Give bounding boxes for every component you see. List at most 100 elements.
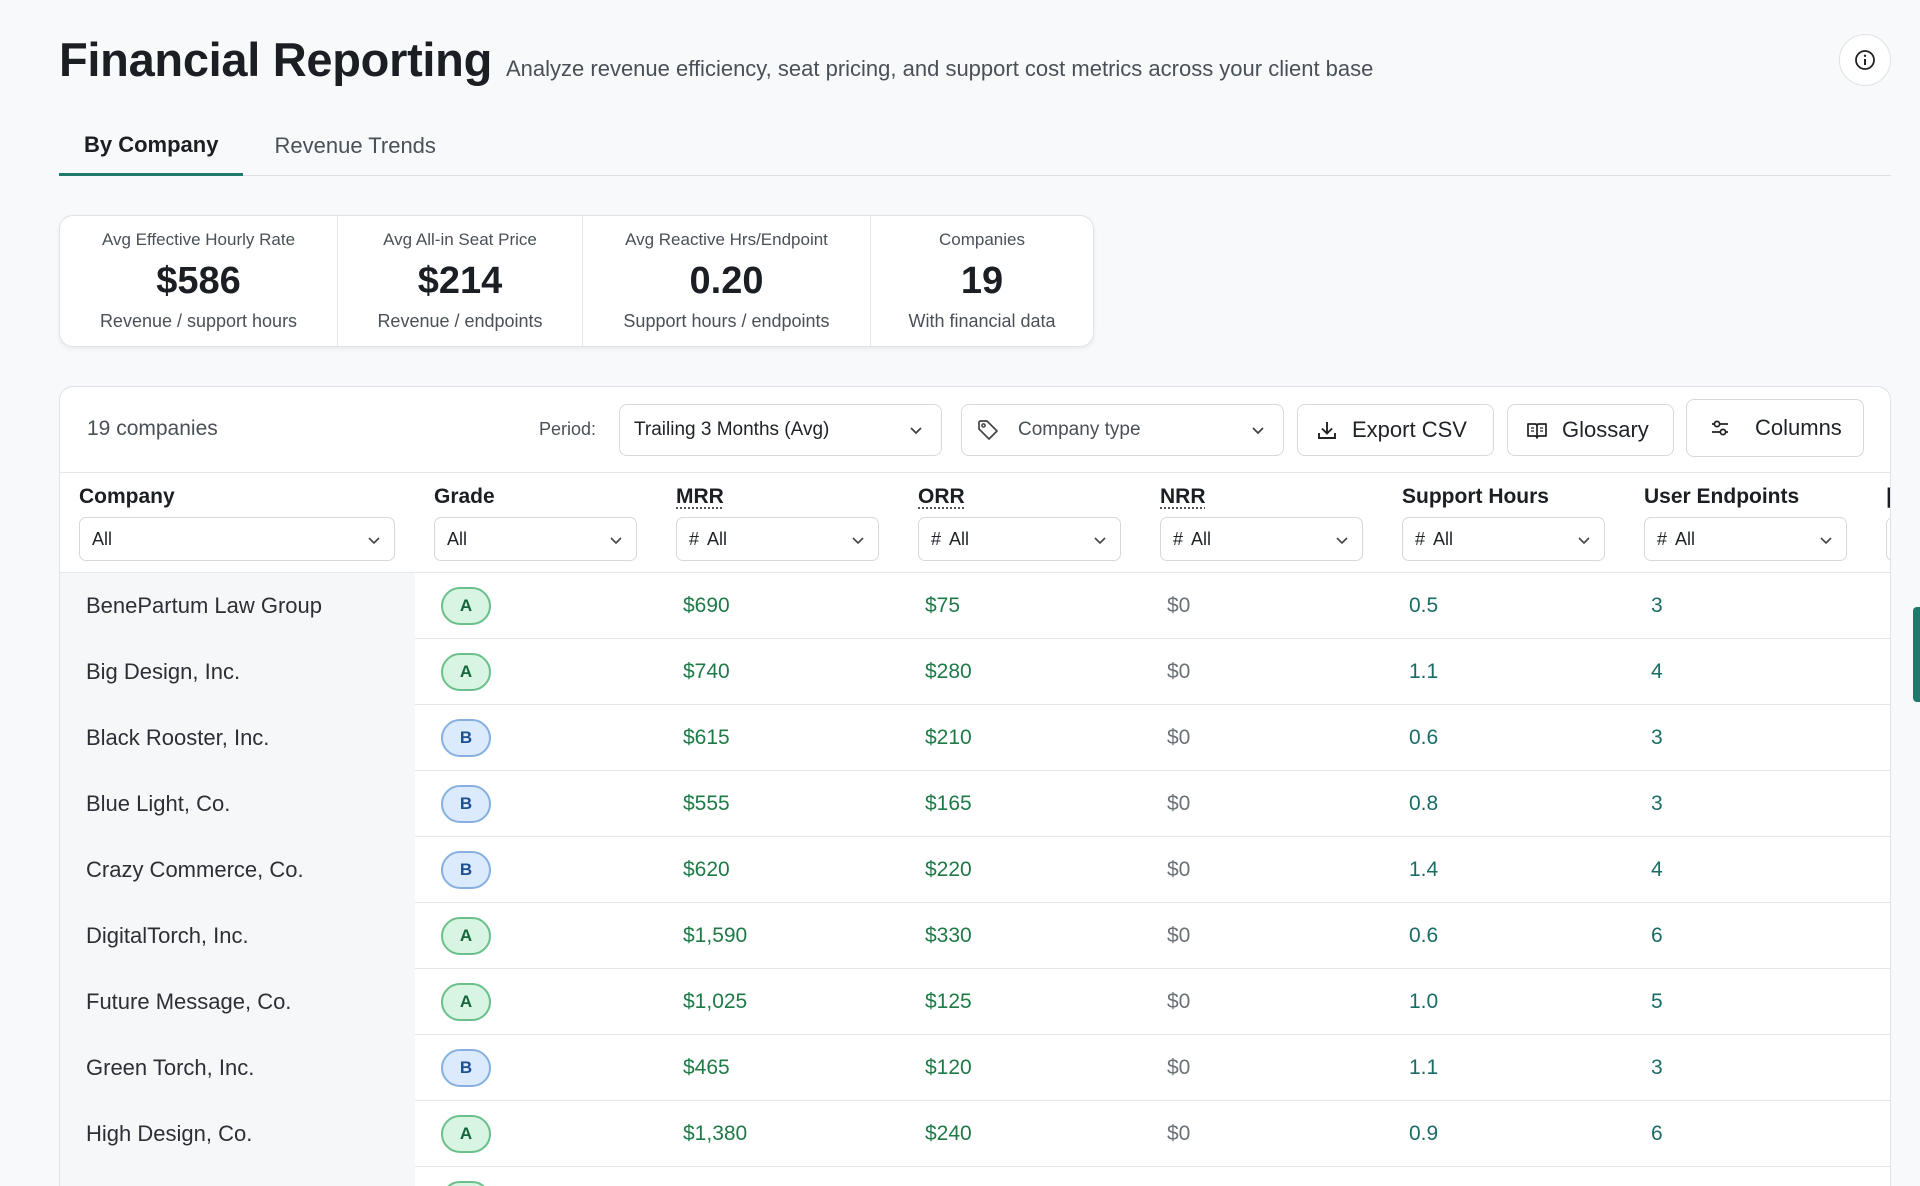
company-name[interactable]: Green Torch, Inc. <box>60 1035 415 1101</box>
stat-label: Avg All-in Seat Price <box>383 230 537 249</box>
stat-label: Avg Reactive Hrs/Endpoint <box>625 230 828 249</box>
info-button[interactable] <box>1839 34 1891 86</box>
hash-icon: # <box>1657 528 1668 549</box>
column-name-cut: | <box>1886 485 1890 511</box>
company-type-select[interactable]: Company type <box>961 404 1284 456</box>
hash-icon: # <box>689 528 700 549</box>
grade-badge: B <box>441 719 491 757</box>
grade-badge: A <box>441 587 491 625</box>
user-endpoints-cell: 4 <box>1651 858 1663 881</box>
user-endpoints-filter[interactable]: # All <box>1644 517 1847 561</box>
stat-sub: Revenue / endpoints <box>377 311 543 331</box>
column-name[interactable]: MRR <box>676 485 724 508</box>
column-header-support-hours: Support Hours # All <box>1402 485 1605 561</box>
grade-cell: B <box>441 837 491 903</box>
column-name[interactable]: NRR <box>1160 485 1206 508</box>
table-row[interactable]: Blue Light, Co. B $555 $165 $0 0.8 3 <box>60 771 1890 837</box>
filter-value: All <box>1675 528 1696 549</box>
export-csv-button[interactable]: Export CSV <box>1297 404 1494 456</box>
mrr-cell: $740 <box>683 660 730 683</box>
company-name[interactable]: Future Message, Co. <box>60 969 415 1035</box>
company-name[interactable]: Blue Light, Co. <box>60 771 415 837</box>
tab-bar: By Company Revenue Trends <box>59 116 1891 176</box>
column-header-overflow: | <box>1886 485 1890 561</box>
period-select-value: Trailing 3 Months (Avg) <box>634 419 830 440</box>
stat-hourly-rate: Avg Effective Hourly Rate $586 Revenue /… <box>60 216 338 346</box>
page-header: Financial Reporting Analyze revenue effi… <box>59 32 1373 92</box>
company-name[interactable]: Black Rooster, Inc. <box>60 705 415 771</box>
table-row[interactable]: Black Rooster, Inc. B $615 $210 $0 0.6 3 <box>60 705 1890 771</box>
user-endpoints-cell: 6 <box>1651 1122 1663 1145</box>
glossary-button[interactable]: Glossary <box>1507 404 1674 456</box>
page-title: Financial Reporting <box>59 33 492 86</box>
user-endpoints-cell: 6 <box>1651 924 1663 947</box>
chevron-down-icon <box>368 537 380 545</box>
nrr-cell: $0 <box>1167 1122 1191 1145</box>
tab-by-company[interactable]: By Company <box>59 116 244 176</box>
stat-sub: Revenue / support hours <box>99 311 298 331</box>
column-name: User Endpoints <box>1644 485 1800 508</box>
orr-filter[interactable]: # All <box>918 517 1121 561</box>
stat-label: Companies <box>939 230 1025 249</box>
grade-cell: A <box>441 969 491 1035</box>
chevron-down-icon <box>1336 537 1348 545</box>
column-name: Grade <box>434 485 495 508</box>
column-name[interactable]: ORR <box>918 485 965 508</box>
mrr-filter[interactable]: # All <box>676 517 879 561</box>
column-header-user-endpoints: User Endpoints # All <box>1644 485 1847 561</box>
company-name-empty[interactable] <box>60 1167 415 1186</box>
mrr-cell: $620 <box>683 858 730 881</box>
stat-label: Avg Effective Hourly Rate <box>101 230 296 249</box>
table-toolbar: 19 companies Period: Trailing 3 Months (… <box>60 387 1890 473</box>
companies-table-card: 19 companies Period: Trailing 3 Months (… <box>59 386 1891 1186</box>
company-filter[interactable]: All <box>79 517 395 561</box>
column-header-mrr: MRR # All <box>676 485 879 561</box>
summary-stats: Avg Effective Hourly Rate $586 Revenue /… <box>59 215 1094 347</box>
book-open-icon <box>1527 423 1547 439</box>
table-header: Company All Grade All MRR # All <box>60 473 1890 573</box>
user-endpoints-cell: 3 <box>1651 792 1663 815</box>
overflow-filter[interactable] <box>1886 517 1890 561</box>
table-row[interactable]: DigitalTorch, Inc. A $1,590 $330 $0 0.6 … <box>60 903 1890 969</box>
company-name[interactable]: High Design, Co. <box>60 1101 415 1167</box>
grade-cell: A <box>441 573 491 639</box>
company-name[interactable]: DigitalTorch, Inc. <box>60 903 415 969</box>
table-row[interactable]: Green Torch, Inc. B $465 $120 $0 1.1 3 <box>60 1035 1890 1101</box>
period-select[interactable]: Trailing 3 Months (Avg) <box>619 404 942 456</box>
support-hours-cell: 1.0 <box>1409 990 1439 1013</box>
grade-filter[interactable]: All <box>434 517 637 561</box>
company-name[interactable]: BenePartum Law Group <box>60 573 415 639</box>
filter-value: All <box>447 528 468 549</box>
chevron-down-icon <box>1252 427 1264 435</box>
stat-seat-price: Avg All-in Seat Price $214 Revenue / end… <box>338 216 583 346</box>
company-name[interactable]: Crazy Commerce, Co. <box>60 837 415 903</box>
table-row[interactable] <box>60 1167 1890 1186</box>
mrr-cell: $1,025 <box>683 990 748 1013</box>
grade-badge: A <box>441 983 491 1021</box>
support-hours-cell: 0.6 <box>1409 726 1439 749</box>
stat-value: 0.20 <box>689 260 764 302</box>
grade-badge: B <box>441 1049 491 1087</box>
company-name[interactable]: Big Design, Inc. <box>60 639 415 705</box>
table-row[interactable]: High Design, Co. A $1,380 $240 $0 0.9 6 <box>60 1101 1890 1167</box>
stat-reactive-hours: Avg Reactive Hrs/Endpoint 0.20 Support h… <box>583 216 871 346</box>
page-subtitle: Analyze revenue efficiency, seat pricing… <box>506 56 1374 81</box>
table-row[interactable]: BenePartum Law Group A $690 $75 $0 0.5 3 <box>60 573 1890 639</box>
user-endpoints-cell: 3 <box>1651 1056 1663 1079</box>
side-panel-handle[interactable] <box>1913 607 1920 702</box>
nrr-cell: $0 <box>1167 660 1191 683</box>
grade-badge: A <box>441 1115 491 1153</box>
grade-cell: B <box>441 1035 491 1101</box>
table-row[interactable]: Crazy Commerce, Co. B $620 $220 $0 1.4 4 <box>60 837 1890 903</box>
nrr-filter[interactable]: # All <box>1160 517 1363 561</box>
nrr-cell: $0 <box>1167 924 1191 947</box>
hash-icon: # <box>1415 528 1426 549</box>
table-row[interactable]: Future Message, Co. A $1,025 $125 $0 1.0… <box>60 969 1890 1035</box>
period-label: Period: <box>539 419 597 439</box>
columns-button[interactable]: Columns <box>1686 399 1864 457</box>
table-row[interactable]: Big Design, Inc. A $740 $280 $0 1.1 4 <box>60 639 1890 705</box>
column-header-grade: Grade All <box>434 485 637 561</box>
support-hours-filter[interactable]: # All <box>1402 517 1605 561</box>
tab-revenue-trends[interactable]: Revenue Trends <box>274 133 436 158</box>
support-hours-cell: 1.4 <box>1409 858 1439 881</box>
